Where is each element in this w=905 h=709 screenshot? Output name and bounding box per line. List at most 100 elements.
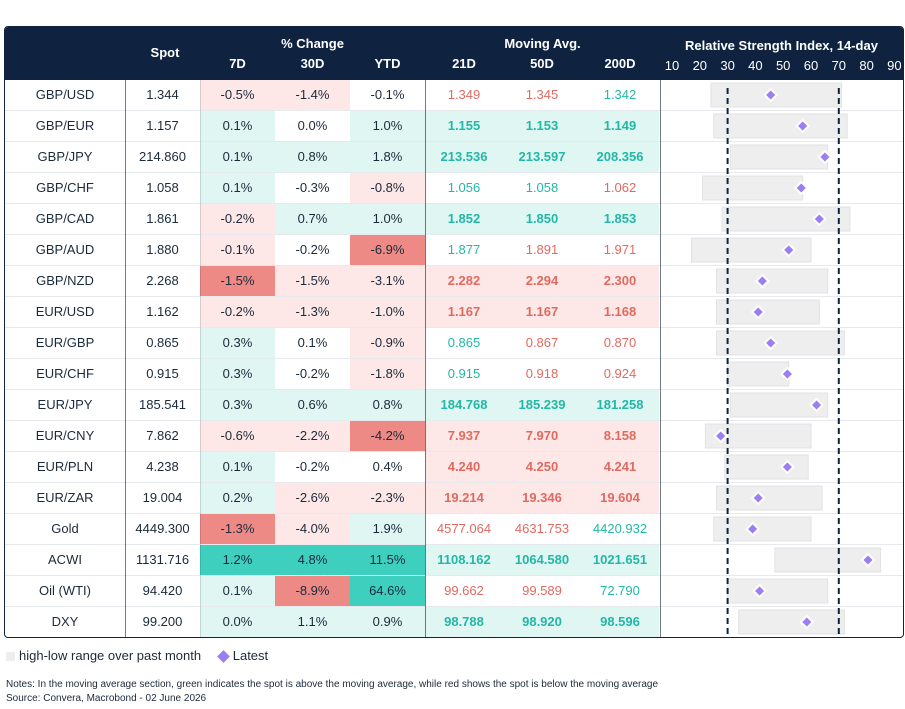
cell-name: GBP/CHF [36, 180, 94, 195]
rsi-range-bar [727, 578, 829, 604]
cell-spot: 2.268 [146, 273, 179, 288]
rsi-latest-marker [779, 366, 795, 382]
cell-ma21: 99.662 [444, 583, 484, 598]
table-row: Gold 4449.300 -1.3% -4.0% 1.9% 4577.064 4631.7… [5, 514, 903, 545]
legend: high-low range over past month Latest [6, 648, 268, 663]
cell-spot: 185.541 [139, 397, 186, 412]
cell-ma21: 1.877 [447, 242, 481, 257]
rsi-range-bar [715, 299, 820, 325]
cell-name: EUR/USD [35, 304, 95, 319]
cell-name: EUR/CNY [35, 428, 95, 443]
column-divider [200, 27, 201, 637]
cell-ma21: 19.214 [425, 483, 503, 513]
cell-ytd: 0.4% [350, 452, 425, 482]
rsi-tick-label: 50 [775, 58, 791, 73]
cell-ma21: 4577.064 [436, 521, 492, 536]
cell-ytd: -1.8% [350, 359, 425, 389]
cell-ma200: 4420.932 [592, 521, 648, 536]
cell-ytd: 1.9% [350, 514, 425, 544]
cell-ma200: 1021.651 [581, 545, 659, 575]
rsi-latest-marker [750, 304, 766, 320]
cell-ma50: 1064.580 [503, 545, 581, 575]
cell-ma200: 1.971 [603, 242, 637, 257]
cell-ytd: -0.9% [350, 328, 425, 358]
cell-d30: -0.2% [275, 452, 350, 482]
header-pct-change: % Change [281, 36, 344, 51]
cell-d30: 0.0% [275, 111, 350, 141]
cell-d30: 1.1% [275, 607, 350, 637]
rsi-range-bar [715, 268, 829, 294]
cell-ma21: 2.282 [425, 266, 503, 296]
cell-ma50: 98.920 [503, 607, 581, 637]
cell-ma200: 1.062 [603, 180, 637, 195]
cell-name: ACWI [48, 552, 82, 567]
rsi-latest-marker [763, 87, 779, 103]
table-row: GBP/EUR 1.157 0.1% 0.0% 1.0% 1.155 1.153 1.149 [5, 111, 903, 142]
cell-ytd: 1.8% [350, 142, 425, 172]
rsi-latest-marker [745, 521, 761, 537]
table-row: EUR/CNY 7.862 -0.6% -2.2% -4.2% 7.937 7.970 8.1… [5, 421, 903, 452]
cell-name: EUR/PLN [36, 459, 94, 474]
notes-text: Notes: In the moving average section, gr… [6, 679, 659, 690]
table-row: GBP/JPY 214.860 0.1% 0.8% 1.8% 213.536 213.597… [5, 142, 903, 173]
cell-d7: 0.0% [200, 607, 275, 637]
header-7d: 7D [229, 56, 246, 71]
cell-d7: -0.2% [200, 204, 275, 234]
cell-ma50: 1.058 [525, 180, 559, 195]
cell-spot: 1.162 [146, 304, 179, 319]
cell-ytd: 1.0% [350, 111, 425, 141]
notes: Notes: In the moving average section, gr… [6, 678, 658, 706]
cell-ma21: 1.056 [447, 180, 481, 195]
header-ma21: 21D [452, 56, 476, 71]
cell-ma21: 184.768 [425, 390, 503, 420]
legend-latest-icon [216, 650, 230, 663]
rsi-latest-marker [754, 273, 770, 289]
rsi-range-bar [729, 144, 829, 170]
column-divider [125, 27, 126, 637]
table-header: Spot % Change Moving Avg. 7D 30D YTD 21D… [5, 27, 903, 80]
cell-ma50: 4631.753 [514, 521, 570, 536]
cell-ma21: 4.240 [425, 452, 503, 482]
cell-spot: 1.058 [146, 180, 179, 195]
rsi-tick-label: 10 [664, 58, 680, 73]
cell-spot: 1131.716 [135, 552, 190, 567]
cell-ytd: -0.8% [350, 173, 425, 203]
rsi-latest-marker [779, 459, 795, 475]
cell-d7: -1.3% [200, 514, 275, 544]
cell-ma21: 1.349 [447, 87, 481, 102]
rsi-latest-marker [811, 211, 827, 227]
header-rsi-title: Relative Strength Index, 14-day [685, 38, 878, 53]
cell-d30: -1.5% [275, 266, 350, 296]
rsi-latest-marker [713, 428, 729, 444]
cell-ytd: -3.1% [350, 266, 425, 296]
cell-d30: -1.3% [275, 297, 350, 327]
cell-ma200: 19.604 [581, 483, 659, 513]
header-ma200: 200D [604, 56, 636, 71]
header-moving-avg: Moving Avg. [504, 36, 581, 51]
header-ytd: YTD [374, 56, 401, 71]
rsi-range-bar [713, 516, 812, 542]
cell-d30: -8.9% [275, 576, 350, 606]
table-row: EUR/GBP 0.865 0.3% 0.1% -0.9% 0.865 0.867 0.870 [5, 328, 903, 359]
fx-summary-table: Spot % Change Moving Avg. 7D 30D YTD 21D… [4, 26, 904, 638]
column-divider [425, 27, 426, 637]
cell-spot: 1.861 [146, 211, 179, 226]
source-text: Source: Convera, Macrobond - 02 June 202… [6, 693, 207, 704]
rsi-latest-marker [795, 118, 811, 134]
cell-ytd: -2.3% [350, 483, 425, 513]
cell-d30: 0.7% [275, 204, 350, 234]
cell-spot: 99.200 [142, 614, 183, 629]
cell-name: EUR/CHF [36, 366, 94, 381]
cell-ma21: 1.155 [425, 111, 503, 141]
cell-spot: 214.860 [139, 149, 186, 164]
cell-ma200: 0.924 [603, 366, 637, 381]
cell-d30: 4.8% [275, 545, 350, 575]
cell-name: GBP/CAD [35, 211, 95, 226]
cell-ma50: 0.918 [525, 366, 559, 381]
legend-range-label: high-low range over past month [19, 648, 202, 663]
table-row: EUR/ZAR 19.004 0.2% -2.6% -2.3% 19.214 19.346 1… [5, 483, 903, 514]
cell-ma21: 1.852 [425, 204, 503, 234]
cell-d7: 0.3% [200, 328, 275, 358]
cell-d7: 1.2% [200, 545, 275, 575]
cell-ma21: 98.788 [425, 607, 503, 637]
